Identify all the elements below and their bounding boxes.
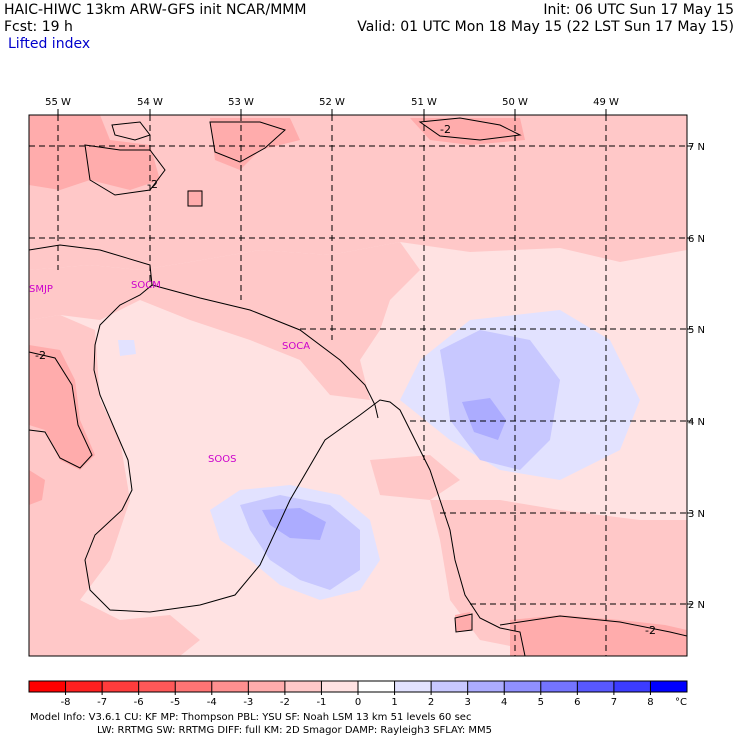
colorbar-swatch <box>102 681 140 692</box>
colorbar-swatch <box>431 681 469 692</box>
lon-label: 51 W <box>411 97 437 108</box>
lon-label: 49 W <box>593 97 619 108</box>
colorbar-tick-label: 3 <box>464 697 470 708</box>
colorbar-swatch <box>248 681 286 692</box>
lat-label: 7 N <box>688 142 705 153</box>
colorbar-swatch <box>211 681 249 692</box>
station-label: SOOS <box>208 454 236 465</box>
colorbar-swatch <box>467 681 505 692</box>
colorbar-tick-label: -3 <box>243 697 253 708</box>
map-frame <box>28 114 688 657</box>
colorbar-tick-label: -2 <box>280 697 290 708</box>
colorbar-tick-label: 5 <box>538 697 544 708</box>
grid-lines <box>29 115 687 656</box>
colorbar-tick-label: -8 <box>61 697 71 708</box>
lon-ticks <box>57 109 607 115</box>
lon-label: 53 W <box>228 97 254 108</box>
colorbar-tick-label: -1 <box>316 697 326 708</box>
lon-label: 50 W <box>502 97 528 108</box>
contour-label: -2 <box>440 123 451 136</box>
lat-labels: 7 N 6 N 5 N 4 N 3 N 2 N <box>688 142 705 611</box>
colorbar-tick-label: 1 <box>391 697 397 708</box>
station-label: SOCA <box>282 341 310 352</box>
colorbar-tick-label: 7 <box>611 697 617 708</box>
lat-label: 3 N <box>688 509 705 520</box>
lon-label: 55 W <box>45 97 71 108</box>
lat-label: 6 N <box>688 234 705 245</box>
contour-label: -2 <box>147 178 158 191</box>
colorbar-tick-label: 2 <box>428 697 434 708</box>
colorbar-swatch <box>358 681 396 692</box>
forecast-hour: Fcst: 19 h <box>4 19 73 35</box>
colorbar-swatch <box>577 681 615 692</box>
colorbar-unit: °C <box>675 697 687 708</box>
colorbar-swatch <box>175 681 213 692</box>
model-title: HAIC-HIWC 13km ARW-GFS init NCAR/MMM <box>4 2 307 18</box>
colorbar-tick-label: -4 <box>207 697 217 708</box>
lon-labels: 55 W 54 W 53 W 52 W 51 W 50 W 49 W <box>45 97 619 108</box>
colorbar-swatch <box>540 681 578 692</box>
lat-label: 5 N <box>688 325 705 336</box>
contour-label: -2 <box>645 624 656 637</box>
colorbar: -8 -7 -6 -5 -4 -3 -2 -1 0 1 2 3 4 5 6 7 8 <box>28 680 688 708</box>
colorbar-tick-label: 6 <box>574 697 580 708</box>
station-labels: SMJP SOCM SOCA SOOS <box>29 280 310 465</box>
lat-label: 2 N <box>688 600 705 611</box>
colorbar-swatch <box>65 681 103 692</box>
colorbar-tick-label: -7 <box>97 697 107 708</box>
station-label: SOCM <box>131 280 161 291</box>
station-label: SMJP <box>29 284 53 295</box>
field-name: Lifted index <box>8 36 91 52</box>
colorbar-swatch <box>29 681 67 692</box>
colorbar-tick-label: 8 <box>647 697 653 708</box>
colorbar-tick-label: 4 <box>501 697 507 708</box>
colorbar-tick-label: -6 <box>134 697 144 708</box>
colorbar-swatch <box>613 681 651 692</box>
valid-time: Valid: 01 UTC Mon 18 May 15 (22 LST Sun … <box>357 19 734 35</box>
contour-lines <box>29 117 687 637</box>
lon-label: 52 W <box>319 97 345 108</box>
model-info-line1: Model Info: V3.6.1 CU: KF MP: Thompson P… <box>30 712 472 723</box>
model-info-line2: LW: RRTMG SW: RRTMG DIFF: full KM: 2D Sm… <box>97 725 493 736</box>
contour-label: -2 <box>35 349 46 362</box>
shaded-field <box>29 115 687 656</box>
lon-label: 54 W <box>137 97 163 108</box>
init-time: Init: 06 UTC Sun 17 May 15 <box>543 2 734 18</box>
contour-labels: -2 -2 -2 -2 <box>35 123 656 637</box>
colorbar-tick-label: 0 <box>355 697 361 708</box>
colorbar-swatch <box>504 681 542 692</box>
coastline <box>29 244 526 656</box>
colorbar-swatch <box>138 681 176 692</box>
colorbar-swatch <box>284 681 322 692</box>
colorbar-swatch <box>650 681 688 692</box>
colorbar-tick-label: -5 <box>170 697 180 708</box>
colorbar-swatch <box>321 681 359 692</box>
lat-label: 4 N <box>688 417 705 428</box>
lat-ticks <box>687 145 693 605</box>
colorbar-swatch <box>394 681 432 692</box>
